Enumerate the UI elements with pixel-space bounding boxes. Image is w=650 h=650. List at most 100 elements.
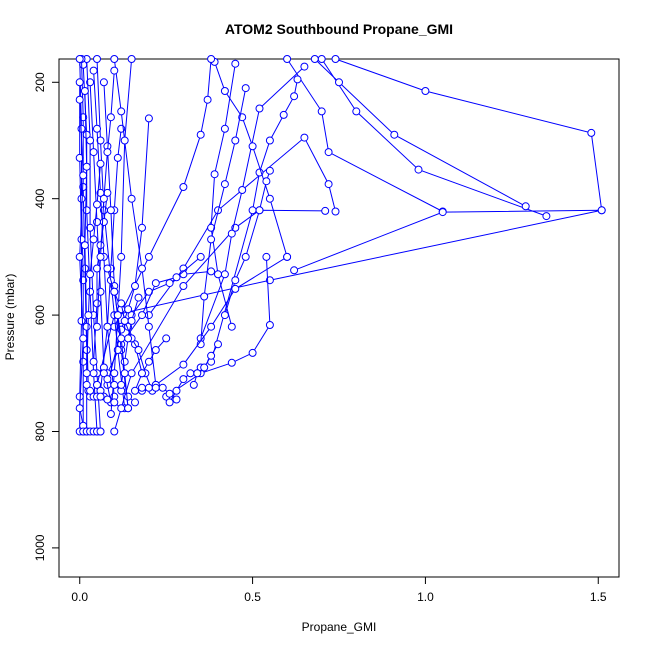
data-point (96, 427, 105, 436)
data-point (82, 322, 91, 331)
data-point (93, 264, 101, 273)
series-profile (138, 383, 181, 404)
data-point (131, 398, 139, 407)
data-point (331, 207, 340, 216)
data-point (93, 380, 101, 389)
data-point (186, 369, 195, 378)
data-point (255, 206, 264, 215)
data-point (220, 87, 229, 95)
series-line (286, 58, 443, 212)
data-point (110, 380, 119, 389)
data-point (227, 229, 236, 238)
data-point (110, 398, 119, 407)
series-profile (189, 340, 222, 389)
series-line (106, 118, 150, 386)
data-point (80, 87, 89, 95)
data-point (84, 311, 93, 320)
data-point (210, 170, 219, 179)
series-profile (331, 55, 606, 215)
series-profile (110, 287, 133, 413)
data-point (131, 282, 139, 290)
data-point (96, 252, 105, 261)
data-point (162, 334, 171, 343)
data-point (241, 84, 250, 93)
data-point (193, 369, 202, 378)
data-point (597, 206, 606, 215)
data-point (231, 136, 240, 145)
series-profile (93, 66, 119, 331)
x-axis: 0.0 0.5 1.0 1.5 (71, 576, 607, 604)
data-point (220, 270, 229, 279)
x-tick-label: 0.5 (244, 590, 261, 604)
series-layer (75, 55, 606, 436)
data-point (310, 55, 319, 63)
data-point (179, 360, 188, 369)
series-line (113, 58, 212, 327)
data-point (110, 55, 119, 63)
data-point (172, 386, 181, 395)
y-axis: 200 400 600 800 1000 (33, 72, 59, 561)
series-line (86, 163, 101, 374)
data-point (231, 59, 240, 68)
data-point (231, 284, 240, 293)
series-line (113, 58, 157, 385)
data-point (331, 55, 340, 63)
series-line (96, 70, 115, 327)
y-tick-label: 800 (33, 421, 47, 441)
series-profile (99, 369, 139, 407)
data-point (103, 322, 112, 331)
data-point (117, 107, 126, 116)
series-profile (103, 114, 153, 389)
data-point (77, 316, 86, 325)
series-profile (117, 299, 157, 395)
series-profile (103, 252, 205, 378)
data-point (542, 212, 551, 221)
data-point (75, 95, 84, 104)
data-point (113, 153, 122, 162)
data-point (179, 375, 188, 384)
data-point (75, 55, 84, 63)
data-point (151, 346, 160, 354)
series-profile (93, 206, 606, 389)
data-point (99, 194, 108, 203)
series-profile (117, 293, 143, 389)
data-point (241, 252, 250, 261)
data-point (79, 171, 88, 180)
series-profile (131, 334, 171, 395)
data-point (80, 241, 89, 250)
data-point (89, 369, 98, 378)
data-point (321, 206, 330, 215)
data-point (82, 206, 91, 215)
data-point (127, 316, 136, 325)
data-point (587, 128, 596, 137)
data-point (82, 369, 91, 378)
data-point (200, 363, 209, 372)
data-point (93, 124, 101, 133)
series-profile (79, 427, 105, 436)
data-point (300, 62, 309, 71)
data-point (227, 322, 236, 331)
data-point (96, 159, 105, 168)
data-point (103, 264, 112, 273)
data-point (89, 235, 98, 244)
series-profile (144, 133, 340, 320)
series-line (141, 256, 288, 392)
series-line (210, 79, 298, 362)
data-point (200, 292, 209, 301)
data-point (265, 136, 274, 145)
data-point (93, 218, 101, 226)
data-point (75, 404, 84, 413)
data-point (82, 380, 91, 389)
y-tick-label: 200 (33, 72, 47, 92)
data-point (93, 200, 101, 209)
data-point (86, 223, 95, 232)
data-point (110, 427, 119, 436)
series-line (321, 58, 547, 217)
data-point (227, 358, 236, 367)
data-point (117, 404, 126, 413)
data-point (96, 392, 105, 401)
x-axis-label: Propane_GMI (302, 620, 377, 634)
data-point (117, 334, 126, 343)
series-line (224, 170, 271, 316)
